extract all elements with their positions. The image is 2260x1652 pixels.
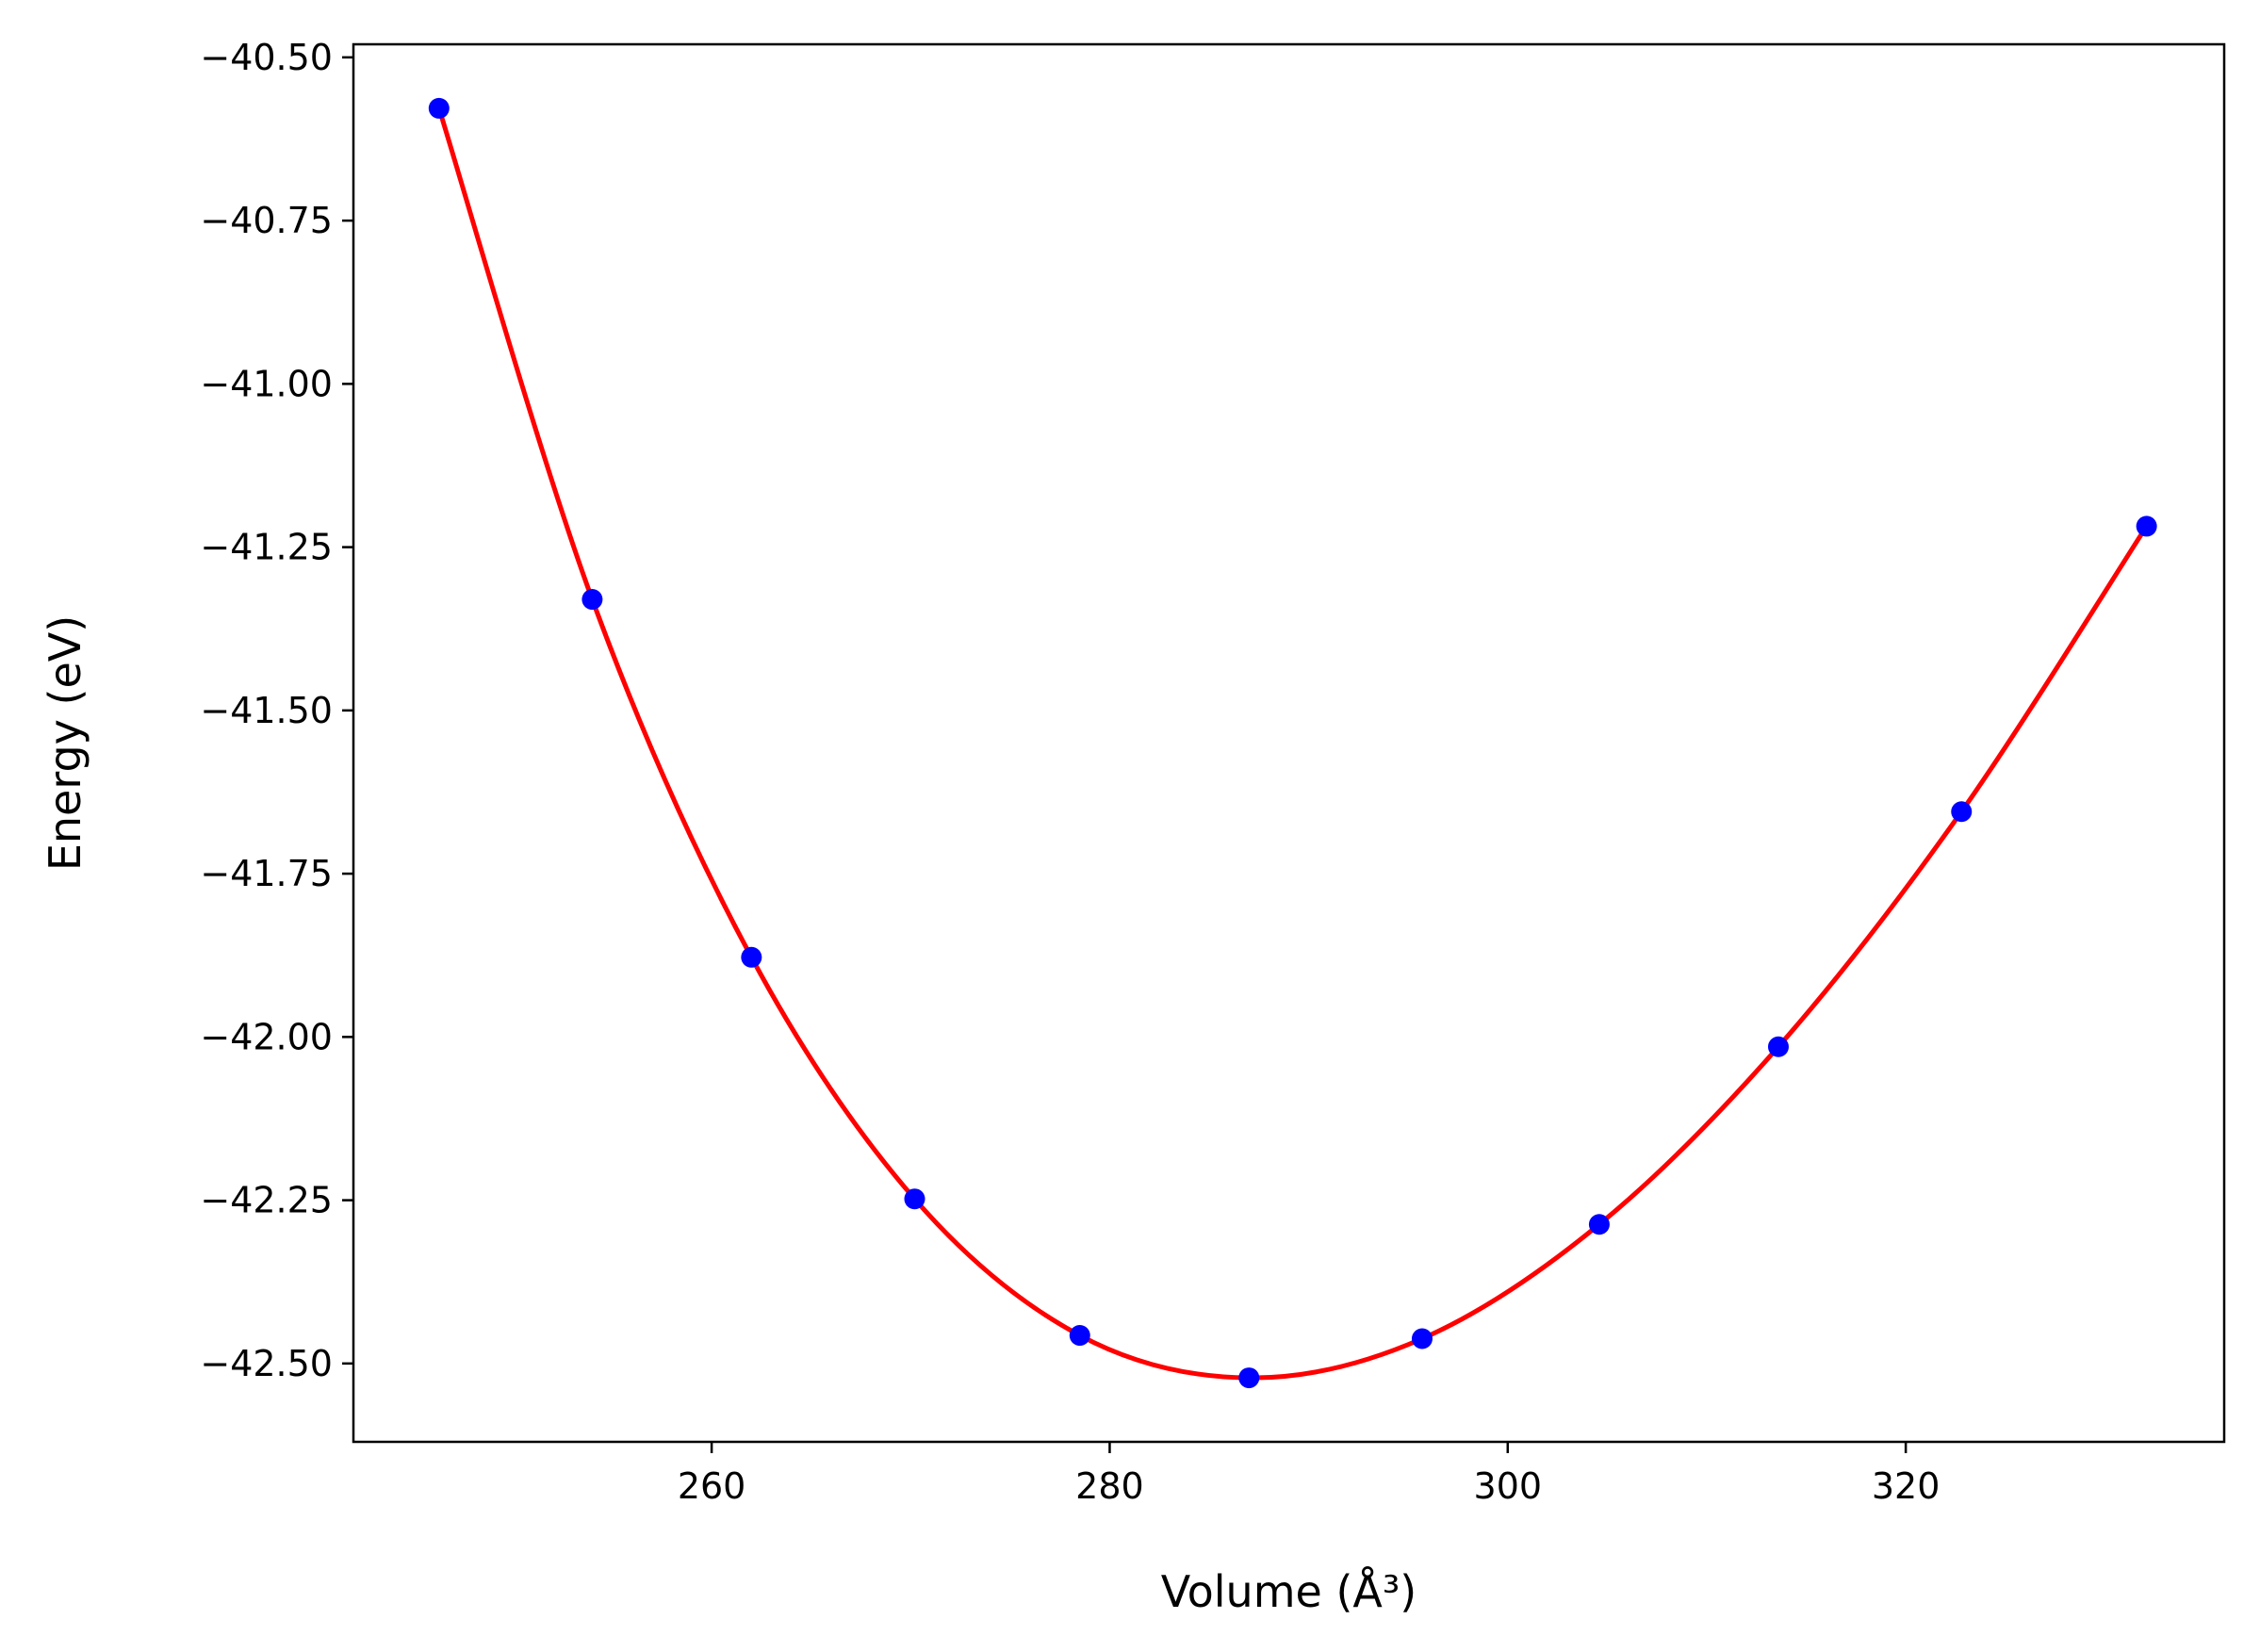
data-point xyxy=(581,589,603,611)
y-axis-ticks: −40.50 −40.75 −41.00 −41.25 −41.50 −41.75 −42.… xyxy=(200,37,353,1384)
y-tick-label: −40.50 xyxy=(200,37,333,78)
data-point xyxy=(1411,1328,1433,1349)
data-point xyxy=(1588,1214,1610,1235)
data-point xyxy=(904,1188,925,1210)
x-tick-label: 320 xyxy=(1872,1465,1941,1507)
x-tick-label: 260 xyxy=(678,1465,746,1507)
y-tick-label: −41.00 xyxy=(200,363,333,404)
data-point xyxy=(2136,515,2157,537)
y-tick-label: −42.50 xyxy=(200,1343,333,1384)
data-point xyxy=(1069,1325,1090,1347)
y-tick-label: −42.25 xyxy=(200,1180,333,1221)
x-axis-label: Volume (Å³) xyxy=(1161,1566,1417,1617)
data-point xyxy=(1238,1367,1260,1389)
data-point xyxy=(428,97,450,119)
y-tick-label: −40.75 xyxy=(200,200,333,241)
y-tick-label: −41.75 xyxy=(200,853,333,894)
fit-curve-line xyxy=(436,106,2150,1381)
data-points xyxy=(428,97,2157,1389)
data-point xyxy=(741,946,762,968)
x-axis-ticks: 260 280 300 320 xyxy=(678,1442,1941,1507)
y-tick-label: −41.50 xyxy=(200,690,333,731)
data-point xyxy=(1951,801,1973,823)
y-axis-label: Energy (eV) xyxy=(40,615,90,871)
y-tick-label: −41.25 xyxy=(200,527,333,568)
x-tick-label: 280 xyxy=(1075,1465,1144,1507)
plot-frame xyxy=(352,42,2226,1444)
data-point xyxy=(1767,1036,1789,1057)
x-tick-label: 300 xyxy=(1474,1465,1543,1507)
y-tick-label: −42.00 xyxy=(200,1016,333,1057)
